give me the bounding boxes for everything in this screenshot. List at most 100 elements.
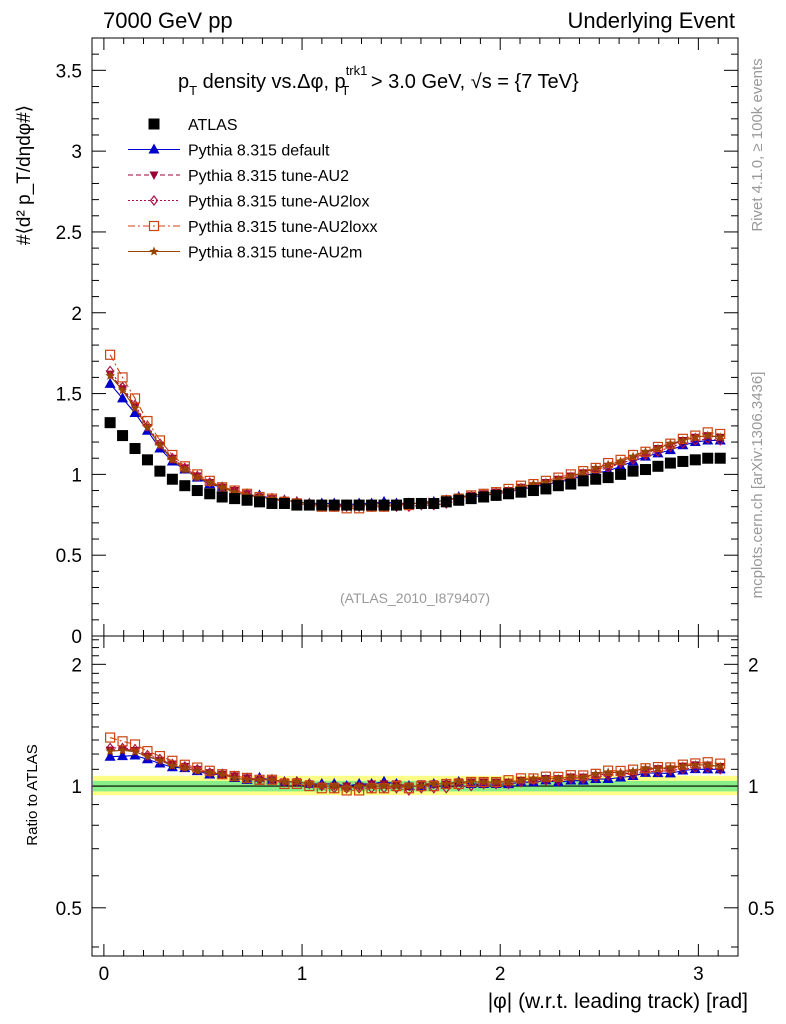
point-atlas [565, 478, 577, 490]
point-pythia-8-315-tune-au2m [117, 385, 128, 395]
point-pythia-8-315-tune-au2m [603, 459, 613, 469]
ratio-point-pythia-8-315-tune-au2loxx [540, 771, 551, 782]
point-atlas [278, 497, 290, 509]
ratio-point-pythia-8-315-tune-au2m [354, 781, 364, 791]
ratio-point-pythia-8-315-tune-au2loxx [241, 772, 253, 783]
point-pythia-8-315-tune-au2m [590, 462, 601, 472]
ratio-point-pythia-8-315-tune-au2m [279, 776, 290, 786]
ratio-y-tick-label: 1 [71, 777, 82, 798]
point-atlas [204, 488, 216, 500]
ratio-point-pythia-8-315-tune-au2lox [641, 765, 650, 777]
ratio-point-pythia-8-315-tune-au2m [578, 772, 588, 782]
point-pythia-8-315-tune-au2m [615, 456, 626, 466]
title-thresh: > 3.0 GeV, [365, 71, 470, 93]
ratio-point-pythia-8-315-tune-au2m [653, 763, 663, 773]
point-pythia-8-315-tune-au2m [665, 438, 676, 448]
legend-label: Pythia 8.315 tune-AU2loxx [188, 219, 377, 236]
title-energy: = {7 TeV} [492, 71, 579, 93]
ratio-point-pythia-8-315-tune-au2m [130, 746, 140, 756]
point-atlas [179, 480, 191, 492]
point-pythia-8-315-tune-au2m [578, 467, 588, 477]
point-atlas [702, 452, 714, 464]
point-atlas [453, 494, 465, 506]
legend-marker [149, 246, 159, 256]
plot-title: pT density vs.Δφ, ptrk1 T > 3.0 GeV, √s =… [178, 63, 579, 98]
point-pythia-8-315-tune-au2m [715, 432, 725, 442]
point-atlas [515, 486, 527, 498]
point-pythia-8-315-tune-au2m [702, 430, 713, 440]
ratio-point-pythia-8-315-tune-au2m [180, 763, 190, 773]
legend-label: Pythia 8.315 default [188, 143, 330, 160]
point-atlas [677, 455, 689, 467]
ratio-point-pythia-8-315-tune-au2m [590, 768, 601, 778]
point-atlas [478, 491, 490, 503]
point-atlas [241, 494, 253, 506]
x-tick-label: 0 [99, 964, 110, 985]
point-atlas [328, 499, 340, 511]
point-atlas [627, 465, 639, 477]
point-atlas [229, 493, 241, 505]
point-pythia-8-315-tune-au2m [690, 432, 701, 442]
point-pythia-8-315-tune-au2loxx [129, 393, 141, 404]
point-atlas [440, 496, 452, 508]
ratio-point-pythia-8-315-tune-au2m [391, 781, 402, 791]
y-tick-label: 2 [71, 304, 82, 325]
point-atlas [503, 488, 515, 500]
ratio-point-pythia-8-315-tune-au2loxx [553, 771, 564, 782]
point-atlas [254, 496, 266, 508]
ratio-point-pythia-8-315-tune-au2m [292, 776, 302, 786]
ratio-point-pythia-8-315-default [117, 750, 129, 761]
title-t-sub: T [189, 83, 197, 98]
ratio-point-pythia-8-315-tune-au2m [167, 760, 178, 770]
ratio-point-pythia-8-315-tune-au2m [640, 763, 651, 773]
ratio-point-pythia-8-315-tune-au2lox [653, 766, 663, 778]
title-trk-sup: trk1 [346, 63, 368, 78]
ratio-point-pythia-8-315-tune-au2m [441, 778, 452, 788]
point-atlas [341, 499, 353, 511]
main-series-group [104, 349, 726, 514]
analysis-id: (ATLAS_2010_I879407) [340, 590, 490, 606]
ratio-point-pythia-8-315-tune-au2lox [168, 758, 177, 770]
ratio-point-pythia-8-315-tune-au2m [503, 777, 514, 787]
ratio-point-pythia-8-315-tune-au2loxx [565, 770, 576, 781]
ratio-point-pythia-8-315-default [104, 750, 116, 761]
point-atlas [291, 499, 303, 511]
ratio-y-tick-label-right: 0.5 [748, 899, 774, 920]
ratio-point-pythia-8-315-tune-au2m [665, 762, 676, 772]
point-atlas [191, 485, 203, 497]
mcplots-label: mcplots.cern.ch [arXiv:1306.3436] [749, 372, 766, 599]
ratio-y-tick-label: 0.5 [56, 899, 82, 920]
point-atlas [590, 473, 602, 485]
legend-label: Pythia 8.315 tune-AU2m [188, 245, 362, 262]
ratio-point-pythia-8-315-tune-au2m [603, 767, 613, 777]
ratio-point-pythia-8-315-tune-au2m [341, 783, 352, 793]
point-pythia-8-315-default [117, 392, 129, 403]
point-pythia-8-315-tune-au2lox [193, 470, 202, 482]
legend-marker [149, 171, 159, 180]
point-atlas [390, 499, 402, 511]
point-atlas [689, 454, 701, 466]
ratio-point-pythia-8-315-tune-au2m [478, 777, 489, 787]
point-atlas [415, 497, 427, 509]
legend-label: ATLAS [188, 117, 238, 134]
x-axis-label: |φ| (w.r.t. leading track) [rad] [488, 990, 748, 1013]
ratio-point-pythia-8-315-tune-au2m [105, 746, 115, 756]
ratio-point-pythia-8-315-tune-au2m [429, 778, 439, 788]
header-left: 7000 GeV pp [103, 8, 233, 33]
point-atlas [403, 497, 415, 509]
point-pythia-8-315-tune-au2m [553, 474, 564, 484]
ratio-point-pythia-8-315-tune-au2m [541, 773, 551, 783]
ratio-point-pythia-8-315-tune-au2m [678, 761, 688, 771]
legend-label: Pythia 8.315 tune-AU2 [188, 168, 349, 185]
ratio-point-pythia-8-315-tune-au2m [142, 751, 153, 761]
ratio-point-pythia-8-315-tune-au2m [466, 776, 476, 787]
ratio-point-pythia-8-315-tune-au2lox [666, 764, 675, 776]
ratio-point-pythia-8-315-tune-au2loxx [515, 773, 527, 784]
ratio-y-tick-label: 2 [71, 655, 82, 676]
ratio-point-pythia-8-315-tune-au2m [416, 781, 427, 791]
y-tick-label: 1 [71, 465, 82, 486]
point-atlas [552, 480, 564, 492]
point-atlas [366, 499, 378, 511]
y-tick-label: 1.5 [56, 385, 82, 406]
